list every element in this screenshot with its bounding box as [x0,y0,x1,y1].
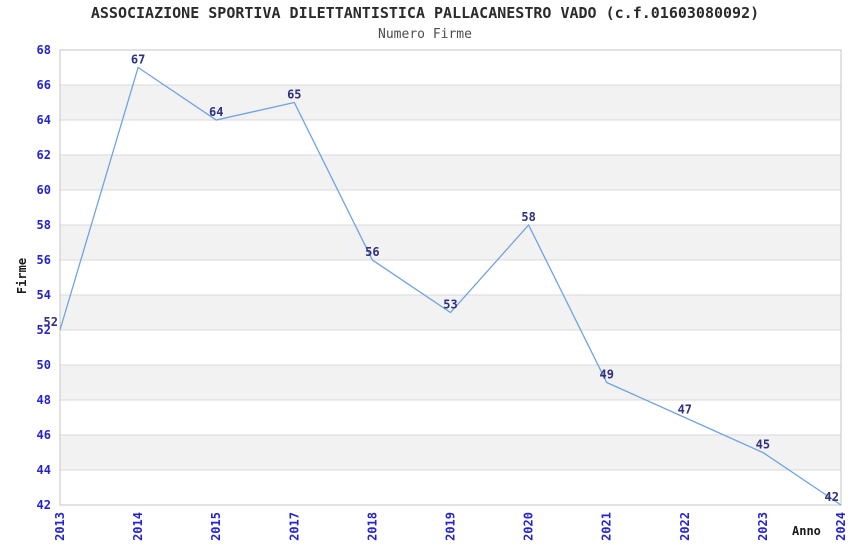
data-point-label: 67 [131,53,145,67]
data-point-label: 42 [825,490,839,504]
data-point-label: 65 [287,88,301,102]
y-tick-label: 42 [37,498,51,512]
plot-band [60,330,841,365]
x-axis-title: Anno [792,524,821,538]
chart-subtitle: Numero Firme [378,27,472,42]
y-tick-label: 44 [37,463,51,477]
plot-band [60,435,841,470]
y-tick-label: 62 [37,148,51,162]
y-tick-label: 68 [37,43,51,57]
y-tick-label: 60 [37,183,51,197]
y-tick-label: 46 [37,428,51,442]
x-tick-label: 2018 [365,512,379,541]
x-tick-label: 2013 [53,512,67,541]
x-tick-label: 2021 [600,512,614,541]
x-tick-label: 2020 [522,512,536,541]
x-tick-label: 2017 [287,512,301,541]
series-line [59,66,842,506]
data-point-label: 47 [678,403,692,417]
y-tick-label: 54 [37,288,51,302]
data-point-label: 64 [209,105,223,119]
plot-band [60,260,841,295]
plot-band [60,190,841,225]
x-tick-label: 2023 [756,512,770,541]
y-tick-label: 64 [37,113,51,127]
y-tick-label: 58 [37,218,51,232]
x-tick-label: 2022 [678,512,692,541]
x-tick-label: 2024 [834,512,848,541]
data-point-label: 45 [756,438,770,452]
y-tick-label: 66 [37,78,51,92]
x-tick-label: 2019 [444,512,458,541]
y-tick-label: 48 [37,393,51,407]
x-tick-label: 2015 [209,512,223,541]
data-point-label: 56 [365,245,379,259]
plot-band [60,470,841,505]
plot-border [59,49,842,506]
x-tick-label: 2014 [131,512,145,541]
chart-title: ASSOCIAZIONE SPORTIVA DILETTANTISTICA PA… [90,4,760,22]
plot-band [60,225,841,260]
y-tick-label: 50 [37,358,51,372]
plot-band [60,120,841,155]
y-tick-label: 52 [37,323,51,337]
plot-band [60,155,841,190]
plot-band [60,400,841,435]
data-point-label: 49 [599,368,613,382]
plot-band [60,365,841,400]
plot-band [60,50,841,85]
y-tick-label: 56 [37,253,51,267]
plot-band [60,85,841,120]
data-point-label: 58 [521,210,535,224]
data-point-label: 52 [44,315,58,329]
data-point-label: 53 [443,298,457,312]
